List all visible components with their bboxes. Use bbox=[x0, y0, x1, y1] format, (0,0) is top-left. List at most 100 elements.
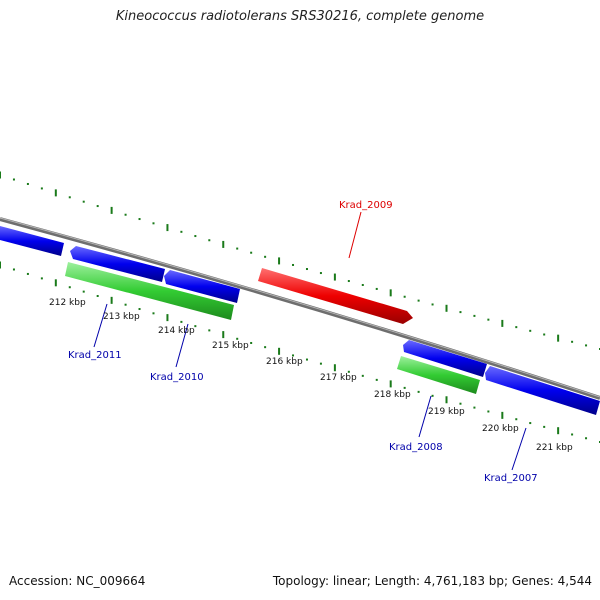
ruler-dot bbox=[194, 235, 197, 238]
ruler-dot bbox=[96, 294, 99, 297]
ruler-major-tick bbox=[278, 347, 281, 355]
gene-feature-krad-2011[interactable] bbox=[65, 262, 234, 320]
ruler-dot bbox=[571, 340, 574, 343]
ruler-dot bbox=[417, 299, 420, 302]
ruler-dot bbox=[515, 326, 518, 329]
ruler-major-tick bbox=[501, 411, 504, 419]
ruler-dot bbox=[194, 325, 197, 328]
ruler-dot bbox=[264, 346, 267, 349]
ruler-major-tick bbox=[389, 380, 392, 388]
ruler-dot bbox=[403, 386, 406, 389]
ruler-major-tick bbox=[54, 189, 57, 197]
gene-label-krad-2007[interactable]: Krad_2007 bbox=[484, 473, 538, 484]
ruler-dot bbox=[152, 312, 155, 315]
tick-label-219: 219 kbp bbox=[428, 407, 465, 417]
ruler-dot bbox=[543, 333, 546, 336]
ruler-major-tick bbox=[166, 224, 169, 232]
ruler-dot bbox=[319, 362, 322, 365]
tick-label-216: 216 kbp bbox=[266, 357, 303, 367]
accession-text: Accession: NC_009664 bbox=[9, 574, 146, 588]
cds-feature-left[interactable] bbox=[0, 226, 64, 256]
ruler-dot bbox=[487, 318, 490, 321]
ruler-major-tick bbox=[166, 314, 169, 322]
outer-ruler bbox=[0, 171, 600, 350]
gene-label-krad-2011[interactable]: Krad_2011 bbox=[68, 350, 122, 361]
ruler-major-tick bbox=[278, 257, 281, 265]
cds-feature-2008-upper[interactable] bbox=[403, 340, 487, 377]
gene-label-krad-2010[interactable]: Krad_2010 bbox=[150, 372, 204, 383]
topology-summary: Topology: linear; Length: 4,761,183 bp; … bbox=[272, 574, 592, 588]
ruler-dot bbox=[180, 230, 183, 233]
ruler-major-tick bbox=[222, 331, 225, 339]
ruler-major-tick bbox=[333, 273, 336, 281]
tick-label-218: 218 kbp bbox=[374, 390, 411, 400]
ruler-dot bbox=[347, 280, 350, 283]
ruler-dot bbox=[82, 200, 85, 203]
gene-label-krad-2009[interactable]: Krad_2009 bbox=[339, 200, 393, 211]
ruler-major-tick bbox=[110, 296, 113, 304]
ruler-dot bbox=[68, 286, 71, 289]
cds-feature-2011-upper[interactable] bbox=[70, 246, 165, 282]
tick-label-212: 212 kbp bbox=[49, 298, 86, 308]
ruler-major-tick bbox=[557, 427, 560, 435]
ruler-dot bbox=[305, 358, 308, 361]
ruler-dot bbox=[236, 337, 239, 340]
ruler-major-tick bbox=[0, 261, 1, 269]
gene-feature-krad-2009[interactable] bbox=[258, 268, 413, 324]
ruler-dot bbox=[152, 222, 155, 225]
inner-ruler bbox=[0, 261, 600, 443]
ruler-dot bbox=[319, 272, 322, 275]
ruler-major-tick bbox=[110, 206, 113, 214]
ruler-dot bbox=[375, 287, 378, 290]
ruler-dot bbox=[473, 314, 476, 317]
ruler-major-tick bbox=[557, 334, 560, 342]
ruler-dot bbox=[459, 402, 462, 405]
ruler-major-tick bbox=[0, 171, 1, 179]
ruler-dot bbox=[417, 390, 420, 393]
tick-label-213: 213 kbp bbox=[103, 312, 140, 322]
ruler-dot bbox=[585, 437, 588, 440]
gene-feature-krad-2008[interactable] bbox=[397, 356, 480, 394]
leader-line-krad-2009 bbox=[348, 211, 362, 259]
tick-label-215: 215 kbp bbox=[212, 341, 249, 351]
ruler-dot bbox=[40, 187, 43, 190]
ruler-dot bbox=[26, 182, 29, 185]
ruler-dot bbox=[208, 239, 211, 242]
ruler-dot bbox=[431, 303, 434, 306]
ruler-major-tick bbox=[222, 240, 225, 248]
ruler-major-tick bbox=[333, 364, 336, 372]
ruler-dot bbox=[292, 263, 295, 266]
ruler-dot bbox=[124, 213, 127, 216]
ruler-dot bbox=[208, 329, 211, 332]
ruler-dot bbox=[305, 268, 308, 271]
ruler-dot bbox=[571, 433, 574, 436]
ruler-dot bbox=[487, 410, 490, 413]
ruler-dot bbox=[250, 341, 253, 344]
ruler-dot bbox=[26, 272, 29, 275]
ruler-dot bbox=[361, 374, 364, 377]
tick-label-214: 214 kbp bbox=[158, 326, 195, 336]
ruler-dot bbox=[431, 394, 434, 397]
leader-line-krad-2007 bbox=[511, 427, 527, 471]
ruler-dot bbox=[12, 178, 15, 181]
cds-feature-2007-upper[interactable] bbox=[485, 366, 600, 415]
ruler-dot bbox=[459, 311, 462, 314]
ruler-dot bbox=[264, 255, 267, 258]
ruler-dot bbox=[236, 247, 239, 250]
ruler-dot bbox=[361, 283, 364, 286]
gene-label-krad-2008[interactable]: Krad_2008 bbox=[389, 442, 443, 453]
ruler-dot bbox=[515, 418, 518, 421]
ruler-dot bbox=[250, 251, 253, 254]
tick-label-221: 221 kbp bbox=[536, 443, 573, 453]
ruler-dot bbox=[96, 205, 99, 208]
cds-feature-2010-upper[interactable] bbox=[164, 270, 240, 303]
ruler-dot bbox=[473, 406, 476, 409]
ruler-dot bbox=[82, 290, 85, 293]
ruler-dot bbox=[12, 268, 15, 271]
map-title: Kineococcus radiotolerans SRS30216, comp… bbox=[115, 9, 485, 24]
ruler-major-tick bbox=[501, 319, 504, 327]
ruler-major-tick bbox=[445, 396, 448, 404]
ruler-major-tick bbox=[54, 279, 57, 287]
ruler-dot bbox=[68, 196, 71, 199]
